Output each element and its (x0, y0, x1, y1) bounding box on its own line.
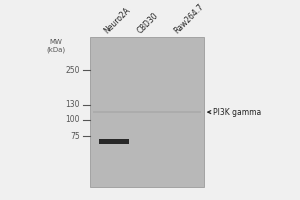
FancyBboxPatch shape (99, 139, 129, 144)
Text: 75: 75 (70, 132, 80, 141)
FancyBboxPatch shape (90, 37, 204, 187)
Text: PI3K gamma: PI3K gamma (208, 108, 261, 117)
Text: Neuro2A: Neuro2A (102, 6, 131, 35)
Text: 250: 250 (65, 66, 80, 75)
Text: Raw264.7: Raw264.7 (172, 2, 205, 35)
Text: MW
(kDa): MW (kDa) (46, 39, 65, 53)
Text: 100: 100 (65, 115, 80, 124)
Text: 130: 130 (65, 100, 80, 109)
FancyBboxPatch shape (93, 111, 201, 113)
Text: C8D30: C8D30 (136, 11, 161, 35)
